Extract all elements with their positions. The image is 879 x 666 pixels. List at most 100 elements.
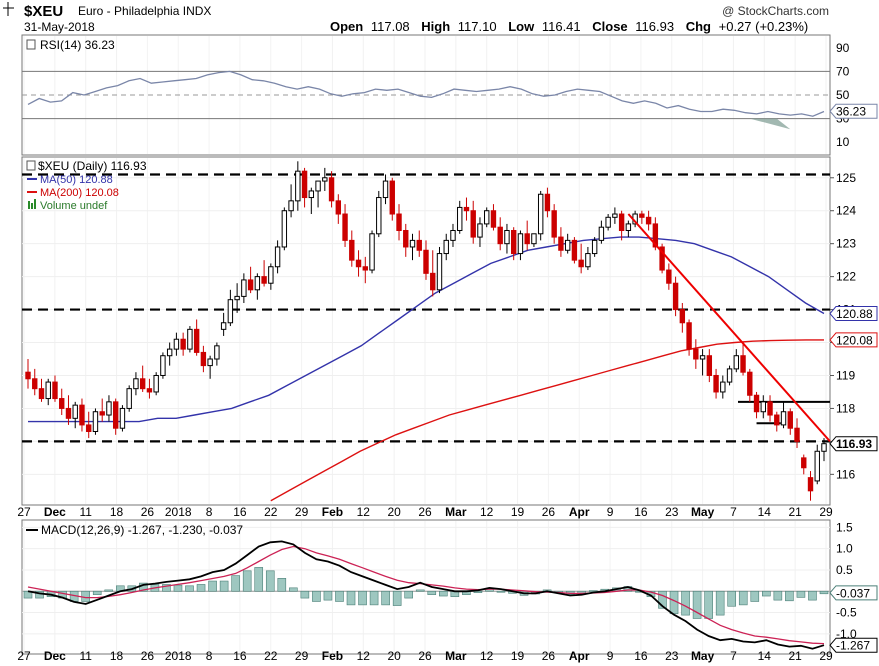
x-tick-label: 21 bbox=[788, 649, 802, 663]
candle-body bbox=[139, 378, 146, 390]
candle-body bbox=[173, 338, 180, 350]
candle-body bbox=[625, 223, 632, 231]
candle-body bbox=[639, 213, 645, 218]
macd-y-tick: -0.5 bbox=[836, 606, 857, 620]
x-tick-label: 21 bbox=[788, 505, 802, 519]
x-tick-label: 8 bbox=[206, 505, 213, 519]
x-tick-label: Apr bbox=[569, 649, 590, 663]
legend-price: $XEU (Daily) 116.93 bbox=[38, 159, 147, 173]
macd-histogram-bar bbox=[231, 575, 240, 592]
candle-body bbox=[470, 210, 476, 238]
x-tick-label: 12 bbox=[480, 649, 494, 663]
candle-body bbox=[281, 210, 288, 248]
price-y-tick: 116 bbox=[836, 467, 855, 481]
x-tick-label: 2018 bbox=[165, 505, 192, 519]
candle-body bbox=[531, 233, 537, 245]
candle-body bbox=[672, 282, 679, 311]
x-tick-label: May bbox=[691, 649, 715, 663]
candle-body bbox=[787, 411, 793, 429]
candle-body bbox=[821, 443, 827, 452]
x-tick-label: 26 bbox=[542, 649, 556, 663]
rsi-y-tick: 50 bbox=[836, 88, 850, 102]
candle-body bbox=[686, 322, 692, 350]
x-tick-label: 22 bbox=[264, 505, 278, 519]
x-tick-label: 9 bbox=[607, 505, 614, 519]
x-tick-label: 20 bbox=[387, 649, 401, 663]
candle-body bbox=[207, 358, 213, 367]
macd-histogram-bar bbox=[704, 590, 713, 619]
high-label: High bbox=[421, 19, 450, 34]
close-value-tag: 116.93 bbox=[829, 436, 878, 451]
x-tick-label: 20 bbox=[387, 505, 401, 519]
macd-histogram-bar bbox=[219, 580, 229, 592]
chg-label: Chg bbox=[686, 19, 711, 34]
price-y-tick: 122 bbox=[836, 270, 856, 284]
macd-y-tick: -1.0 bbox=[836, 627, 857, 641]
x-tick-label: 18 bbox=[110, 649, 124, 663]
x-tick-label: Mar bbox=[445, 505, 467, 519]
macd-value-tag: -1.267 bbox=[829, 637, 878, 653]
rsi-y-tick: 90 bbox=[836, 41, 850, 55]
rsi-y-tick: 70 bbox=[836, 64, 850, 78]
macd-histogram-bar bbox=[312, 590, 321, 602]
watermark: @ StockCharts.com bbox=[722, 4, 829, 18]
candle-body bbox=[747, 371, 753, 396]
candle-body bbox=[254, 276, 261, 291]
macd-histogram-bar bbox=[750, 590, 760, 602]
x-tick-label: 12 bbox=[357, 505, 371, 519]
index-name: Euro - Philadelphia INDX bbox=[78, 4, 211, 18]
candle-body bbox=[187, 328, 193, 350]
x-tick-label: 29 bbox=[295, 649, 309, 663]
candle-body bbox=[760, 401, 766, 413]
macd-histogram-bar bbox=[346, 590, 356, 606]
price-panel bbox=[21, 156, 831, 506]
macd-value-tag-text: -1.267 bbox=[836, 639, 870, 653]
candle-body bbox=[65, 407, 72, 419]
x-tick-label: 27 bbox=[17, 505, 31, 519]
macd-histogram-bar bbox=[381, 590, 390, 606]
x-tick-label: 16 bbox=[634, 505, 648, 519]
chg-value: +0.27 (+0.23%) bbox=[719, 19, 809, 34]
candle-body bbox=[369, 233, 375, 271]
candle-body bbox=[450, 229, 456, 241]
macd-histogram-bar bbox=[658, 590, 667, 609]
x-tick-label: Feb bbox=[322, 505, 343, 519]
candle-body bbox=[119, 407, 126, 429]
macd-histogram-bar bbox=[785, 590, 794, 602]
candle-body bbox=[767, 401, 773, 416]
macd-y-tick: 1.5 bbox=[836, 520, 853, 534]
candle-body bbox=[247, 279, 254, 291]
candle-body bbox=[32, 378, 38, 390]
candle-body bbox=[274, 246, 281, 268]
candle-body bbox=[551, 210, 557, 238]
macd-histogram-bar bbox=[185, 585, 194, 592]
x-tick-label: Feb bbox=[322, 649, 343, 663]
candle-body bbox=[814, 450, 820, 482]
macd-histogram-bar bbox=[242, 570, 252, 592]
price-y-tick: 125 bbox=[836, 171, 856, 185]
candle-body bbox=[443, 239, 449, 255]
macd-histogram-bar bbox=[265, 570, 275, 592]
candle-body bbox=[430, 272, 436, 291]
x-tick-label: 23 bbox=[665, 649, 679, 663]
x-tick-label: 23 bbox=[665, 505, 679, 519]
candle-body bbox=[45, 381, 51, 400]
x-tick-label: 16 bbox=[233, 649, 247, 663]
macd-histogram-bar bbox=[104, 589, 114, 592]
macd-histogram-bar bbox=[289, 587, 298, 592]
x-tick-label: Dec bbox=[44, 505, 66, 519]
macd-histogram-bar bbox=[23, 590, 33, 599]
ma200-line bbox=[270, 339, 824, 502]
candle-body bbox=[510, 229, 517, 255]
macd-histogram-bar bbox=[715, 590, 725, 616]
x-tick-label: 26 bbox=[141, 649, 155, 663]
candle-body bbox=[733, 355, 740, 370]
ma50-line bbox=[28, 236, 825, 423]
x-tick-label: 27 bbox=[17, 649, 31, 663]
candle-body bbox=[193, 328, 200, 353]
candle-body bbox=[288, 200, 294, 212]
macd-histogram-bar bbox=[773, 590, 783, 601]
candle-body bbox=[537, 193, 544, 235]
x-tick-label: 9 bbox=[607, 649, 614, 663]
